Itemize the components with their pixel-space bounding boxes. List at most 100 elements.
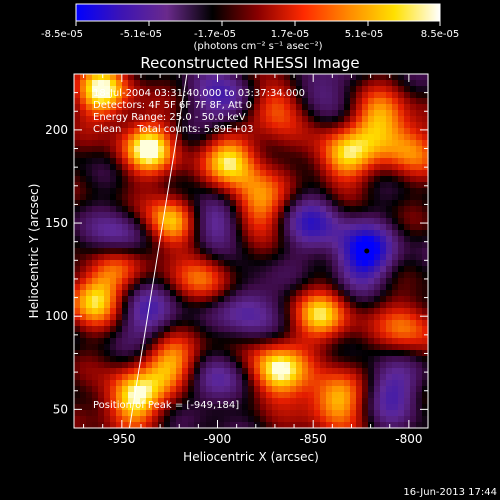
heatmap-cell [86,128,93,135]
heatmap-cell [320,272,327,279]
heatmap-cell [350,362,357,369]
heatmap-cell [314,98,321,105]
heatmap-cell [350,224,357,231]
heatmap-cell [368,212,375,219]
heatmap-cell [380,236,387,243]
heatmap-cell [398,74,405,81]
heatmap-cell [422,410,429,417]
heatmap-cell [368,224,375,231]
heatmap-cell [386,158,393,165]
heatmap-cell [266,278,273,285]
heatmap-cell [278,140,285,147]
heatmap-cell [92,158,99,165]
heatmap-cell [332,146,339,153]
heatmap-cell [296,134,303,141]
heatmap-cell [140,278,147,285]
heatmap-cell [248,320,255,327]
heatmap-cell [182,116,189,123]
heatmap-cell [212,224,219,231]
heatmap-cell [350,158,357,165]
heatmap-cell [218,260,225,267]
heatmap-cell [386,374,393,381]
heatmap-cell [92,74,99,81]
heatmap-cell [86,230,93,237]
heatmap-cell [236,416,243,423]
heatmap-cell [80,128,87,135]
heatmap-cell [98,350,105,357]
heatmap-cell [236,152,243,159]
heatmap-cell [224,176,231,183]
heatmap-cell [344,206,351,213]
heatmap-cell [338,206,345,213]
heatmap-cell [128,212,135,219]
heatmap-cell [416,188,423,195]
heatmap-cell [326,122,333,129]
heatmap-cell [302,362,309,369]
heatmap-cell [206,224,213,231]
heatmap-cell [386,104,393,111]
heatmap-cell [80,206,87,213]
heatmap-cell [338,416,345,423]
heatmap-cell [188,416,195,423]
heatmap-cell [326,302,333,309]
heatmap-cell [338,242,345,249]
heatmap-cell [224,194,231,201]
heatmap-cell [260,278,267,285]
heatmap-cell [206,206,213,213]
heatmap-cell [362,290,369,297]
heatmap-cell [356,122,363,129]
heatmap-cell [110,314,117,321]
heatmap-cell [182,260,189,267]
heatmap-cell [404,182,411,189]
heatmap-cell [194,326,201,333]
heatmap-cell [320,212,327,219]
heatmap-cell [404,194,411,201]
heatmap-cell [326,308,333,315]
heatmap-cell [254,326,261,333]
heatmap-cell [74,296,81,303]
heatmap-cell [128,362,135,369]
heatmap-cell [290,302,297,309]
heatmap-cell [242,212,249,219]
heatmap-cell [230,122,237,129]
heatmap-cell [206,308,213,315]
heatmap-cell [164,284,171,291]
heatmap-cell [386,332,393,339]
heatmap-cell [260,170,267,177]
heatmap-cell [236,308,243,315]
heatmap-cell [272,314,279,321]
heatmap-cell [422,254,429,261]
heatmap-cell [122,194,129,201]
heatmap-cell [110,308,117,315]
heatmap-cell [86,296,93,303]
heatmap-cell [230,200,237,207]
heatmap-cell [374,242,381,249]
heatmap-cell [356,128,363,135]
heatmap-cell [224,80,231,87]
heatmap-cell [152,254,159,261]
heatmap-cell [362,74,369,81]
heatmap-cell [182,194,189,201]
heatmap-cell [146,98,153,105]
heatmap-cell [380,212,387,219]
heatmap-cell [212,152,219,159]
heatmap-cell [182,320,189,327]
heatmap-cell [302,134,309,141]
heatmap-cell [380,296,387,303]
heatmap-cell [314,194,321,201]
heatmap-cell [392,368,399,375]
heatmap-cell [152,176,159,183]
heatmap-cell [206,386,213,393]
heatmap-cell [164,332,171,339]
heatmap-cell [368,404,375,411]
heatmap-cell [194,380,201,387]
heatmap-cell [398,86,405,93]
heatmap-cell [92,272,99,279]
heatmap-cell [320,242,327,249]
heatmap-cell [158,326,165,333]
heatmap-cell [290,194,297,201]
colorbar-tick-label: -1.7e-05 [194,29,236,40]
heatmap-cell [266,266,273,273]
heatmap-cell [404,320,411,327]
heatmap-cell [422,242,429,249]
